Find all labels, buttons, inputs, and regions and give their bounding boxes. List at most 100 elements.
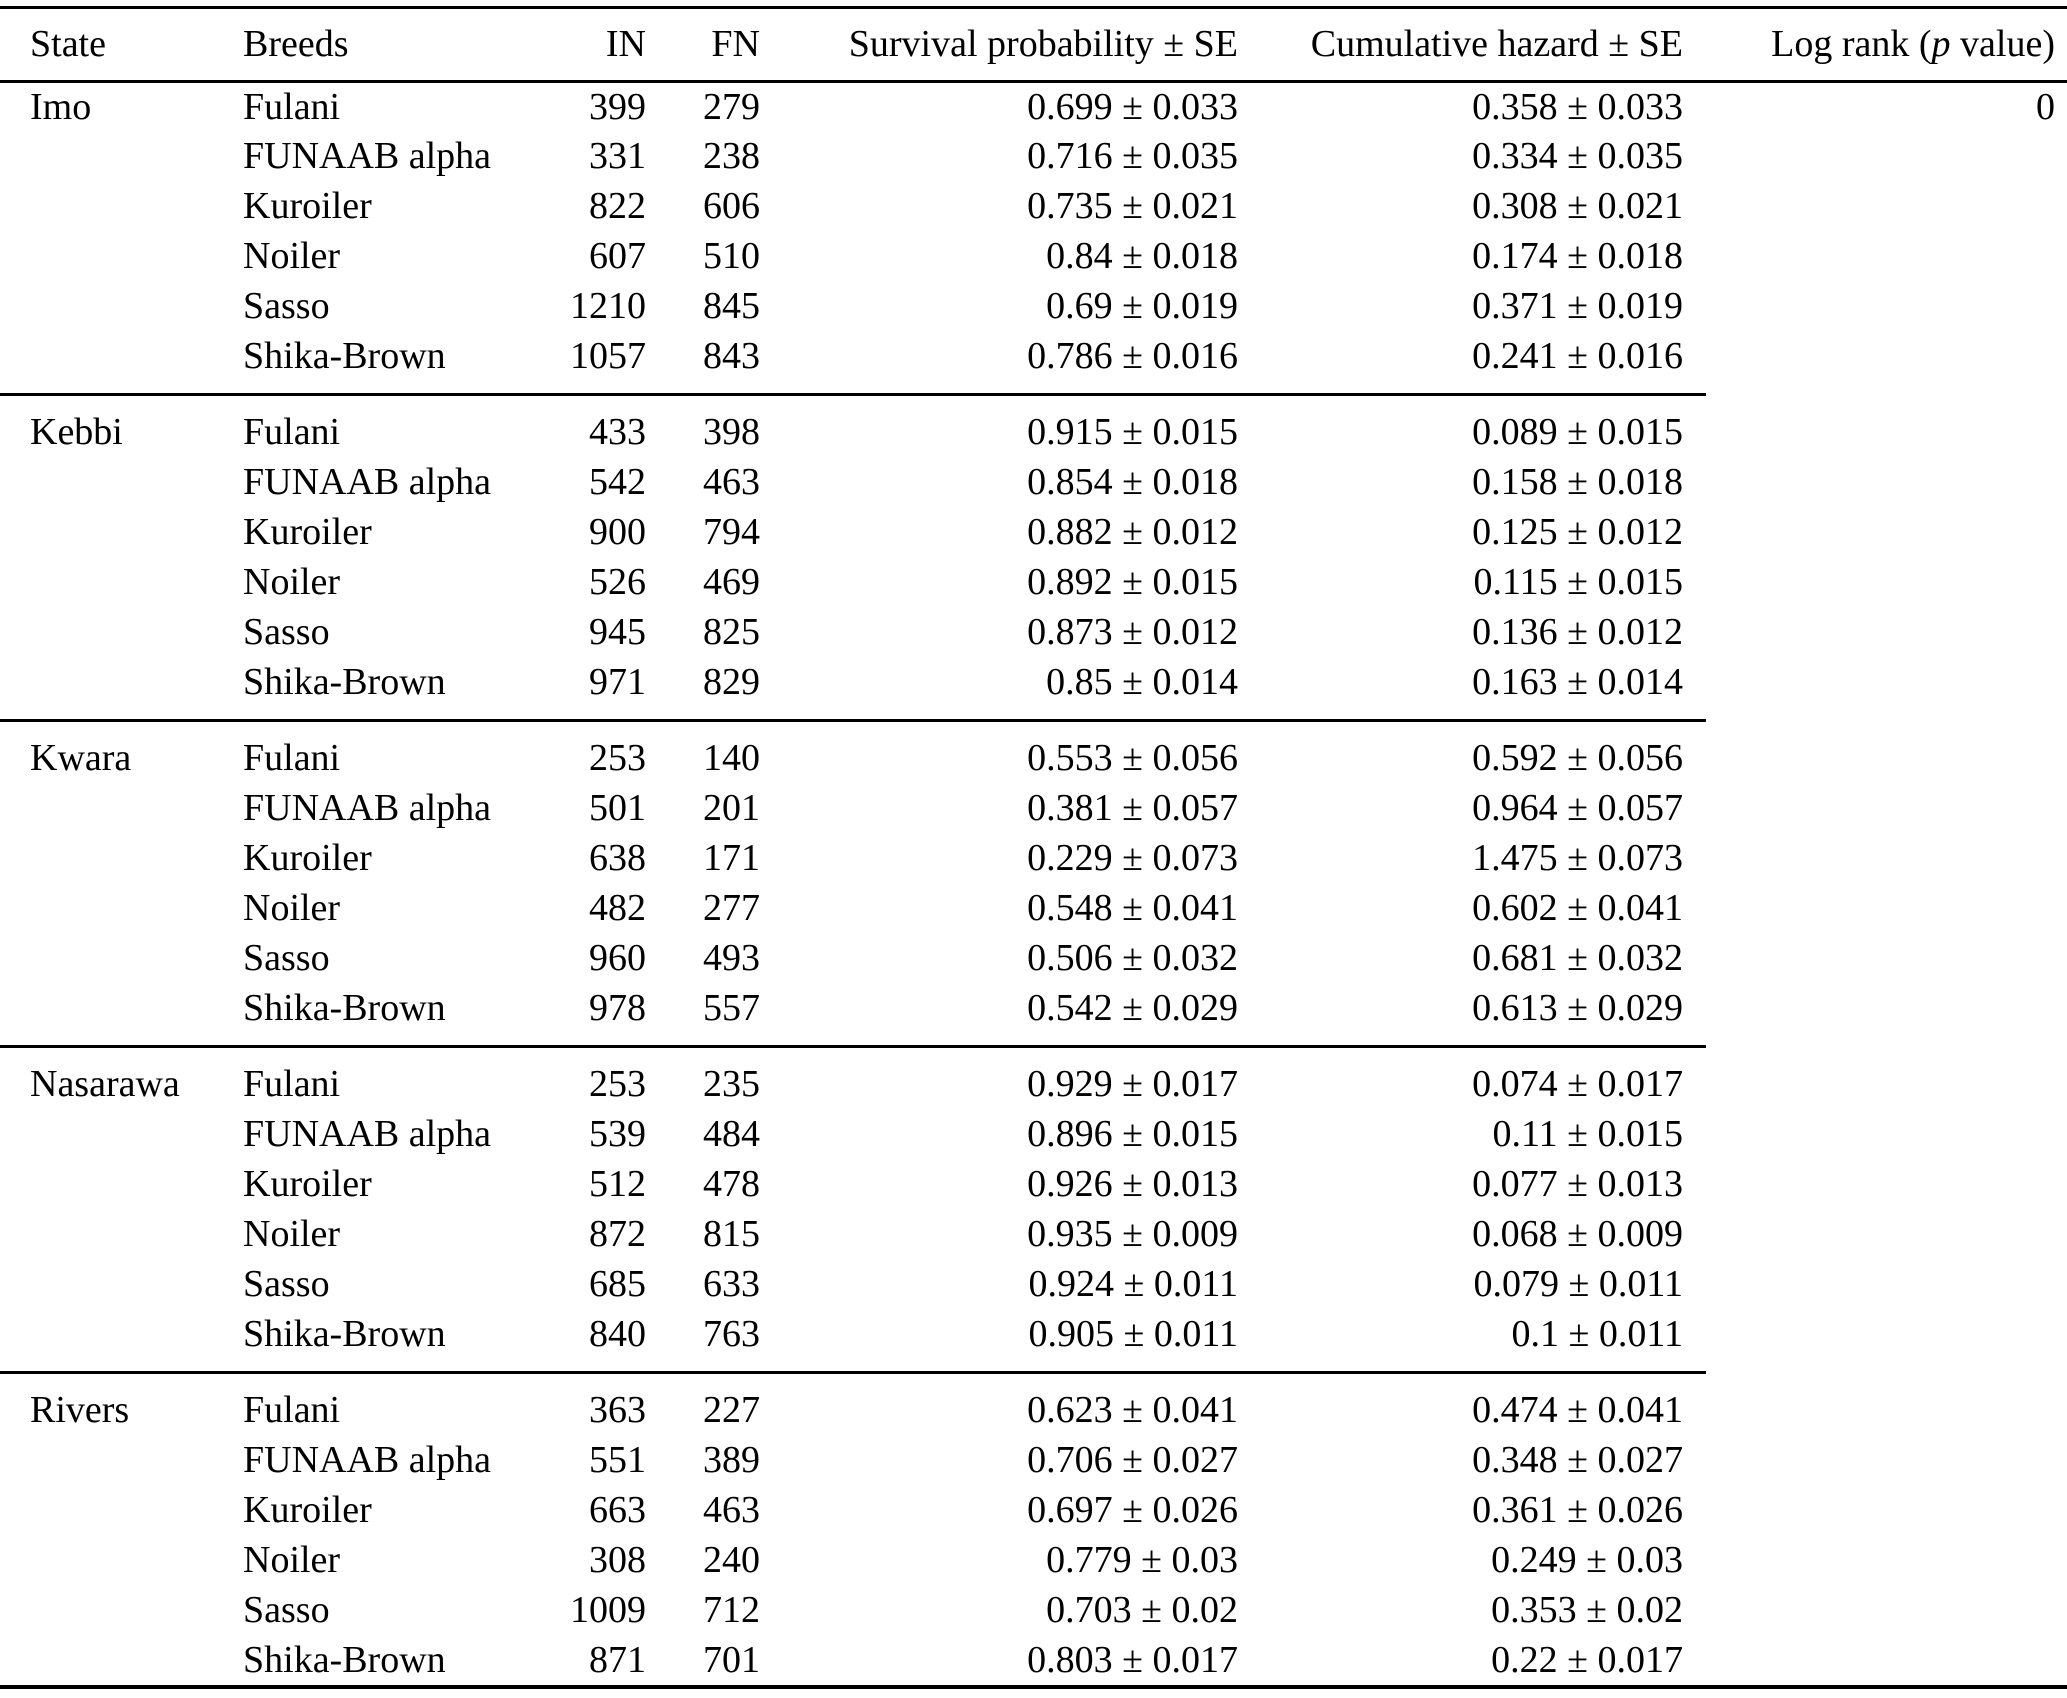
in-cell: 526 (589, 561, 646, 603)
survival-cell: 0.882 ± 0.012 (1027, 511, 1238, 553)
logrank-cell (1688, 1159, 2067, 1209)
in-cell: 960 (589, 937, 646, 979)
logrank-cell (1688, 1435, 2067, 1485)
hazard-cell: 0.308 ± 0.021 (1472, 185, 1683, 227)
table-row: Sasso 960 493 0.506 ± 0.032 0.681 ± 0.03… (0, 933, 2067, 983)
hazard-cell: 0.964 ± 0.057 (1472, 787, 1683, 829)
state-cell (0, 657, 235, 707)
fn-cell: 845 (703, 285, 760, 327)
hazard-cell: 0.241 ± 0.016 (1472, 335, 1683, 377)
in-cell: 539 (589, 1113, 646, 1155)
breed-cell: Shika-Brown (243, 661, 446, 703)
breed-cell: FUNAAB alpha (243, 135, 492, 177)
in-cell: 399 (589, 85, 646, 128)
table-row: Rivers Fulani 363 227 0.623 ± 0.041 0.47… (0, 1385, 2067, 1435)
breed-cell: Noiler (243, 561, 341, 603)
state-cell (0, 557, 235, 607)
survival-cell: 0.623 ± 0.041 (1027, 1389, 1238, 1431)
section-divider-row (0, 1359, 2067, 1385)
table-row: Kwara Fulani 253 140 0.553 ± 0.056 0.592… (0, 733, 2067, 783)
survival-cell: 0.553 ± 0.056 (1027, 737, 1238, 779)
in-cell: 971 (589, 661, 646, 703)
state-cell (0, 231, 235, 281)
survival-cell: 0.896 ± 0.015 (1027, 1113, 1238, 1155)
section-divider-row (0, 707, 2067, 733)
hazard-cell: 0.474 ± 0.041 (1472, 1389, 1683, 1431)
survival-cell: 0.506 ± 0.032 (1027, 937, 1238, 979)
fn-cell: 829 (703, 661, 760, 703)
section-divider-rule (0, 392, 1706, 396)
survival-statistics-table: State Breeds IN FN Survival probability … (0, 9, 2067, 1685)
fn-cell: 701 (703, 1639, 760, 1681)
hazard-cell: 0.115 ± 0.015 (1473, 561, 1683, 603)
logrank-cell (1688, 557, 2067, 607)
col-header-logrank: Log rank (p value) (1688, 9, 2067, 83)
table-row: Noiler 607 510 0.84 ± 0.018 0.174 ± 0.01… (0, 231, 2067, 281)
hazard-cell: 0.334 ± 0.035 (1472, 135, 1683, 177)
table-row: Sasso 1210 845 0.69 ± 0.019 0.371 ± 0.01… (0, 281, 2067, 331)
logrank-cell (1688, 507, 2067, 557)
table-header: State Breeds IN FN Survival probability … (0, 9, 2067, 83)
state-cell: Nasarawa (30, 1063, 180, 1105)
fn-cell: 171 (703, 837, 760, 879)
survival-cell: 0.873 ± 0.012 (1027, 611, 1238, 653)
in-cell: 945 (589, 611, 646, 653)
fn-cell: 794 (703, 511, 760, 553)
fn-cell: 227 (703, 1389, 760, 1431)
table-row: Nasarawa Fulani 253 235 0.929 ± 0.017 0.… (0, 1059, 2067, 1109)
fn-cell: 712 (703, 1589, 760, 1631)
survival-cell: 0.703 ± 0.02 (1046, 1589, 1238, 1631)
table-top-rule (0, 6, 2067, 9)
fn-cell: 277 (703, 887, 760, 929)
in-cell: 822 (589, 185, 646, 227)
fn-cell: 484 (703, 1113, 760, 1155)
breed-cell: FUNAAB alpha (243, 461, 492, 503)
hazard-cell: 0.11 ± 0.015 (1492, 1113, 1683, 1155)
table-row: Noiler 482 277 0.548 ± 0.041 0.602 ± 0.0… (0, 883, 2067, 933)
fn-cell: 493 (703, 937, 760, 979)
table-row: Shika-Brown 871 701 0.803 ± 0.017 0.22 ±… (0, 1635, 2067, 1685)
survival-cell: 0.697 ± 0.026 (1027, 1489, 1238, 1531)
table-row: FUNAAB alpha 539 484 0.896 ± 0.015 0.11 … (0, 1109, 2067, 1159)
state-cell (0, 1259, 235, 1309)
logrank-cell (1688, 181, 2067, 231)
table-bottom-rule (0, 1685, 2067, 1689)
breed-cell: Sasso (243, 1589, 330, 1631)
section-divider-row (0, 1033, 2067, 1059)
hazard-cell: 0.158 ± 0.018 (1472, 461, 1683, 503)
table-row: Kuroiler 638 171 0.229 ± 0.073 1.475 ± 0… (0, 833, 2067, 883)
survival-cell: 0.905 ± 0.011 (1028, 1313, 1238, 1355)
breed-cell: Fulani (243, 411, 341, 453)
fn-cell: 478 (703, 1163, 760, 1205)
breed-cell: Sasso (243, 285, 330, 327)
fn-cell: 463 (703, 1489, 760, 1531)
col-header-in: IN (560, 9, 650, 83)
in-cell: 840 (589, 1313, 646, 1355)
survival-cell: 0.926 ± 0.013 (1027, 1163, 1238, 1205)
col-header-hazard: Cumulative hazard ± SE (1243, 9, 1688, 83)
hazard-cell: 1.475 ± 0.073 (1472, 837, 1683, 879)
breed-cell: Fulani (243, 737, 341, 779)
hazard-cell: 0.361 ± 0.026 (1472, 1489, 1683, 1531)
survival-cell: 0.548 ± 0.041 (1027, 887, 1238, 929)
state-cell (0, 1535, 235, 1585)
hazard-cell: 0.136 ± 0.012 (1472, 611, 1683, 653)
state-cell (0, 1109, 235, 1159)
breed-cell: FUNAAB alpha (243, 787, 492, 829)
table-row: FUNAAB alpha 551 389 0.706 ± 0.027 0.348… (0, 1435, 2067, 1485)
state-cell (0, 933, 235, 983)
in-cell: 871 (589, 1639, 646, 1681)
breed-cell: Fulani (243, 85, 341, 128)
survival-cell: 0.85 ± 0.014 (1046, 661, 1238, 703)
breed-cell: Fulani (243, 1389, 341, 1431)
table-body: Imo Fulani 399 279 0.699 ± 0.033 0.358 ±… (0, 81, 2067, 1685)
fn-cell: 633 (703, 1263, 760, 1305)
state-cell (0, 131, 235, 181)
logrank-cell: 0 (2036, 85, 2055, 128)
logrank-cell (1688, 1485, 2067, 1535)
in-cell: 331 (589, 135, 646, 177)
breed-cell: Kuroiler (243, 185, 372, 227)
logrank-cell (1688, 1585, 2067, 1635)
col-header-breeds: Breeds (235, 9, 560, 83)
hazard-cell: 0.249 ± 0.03 (1491, 1539, 1683, 1581)
